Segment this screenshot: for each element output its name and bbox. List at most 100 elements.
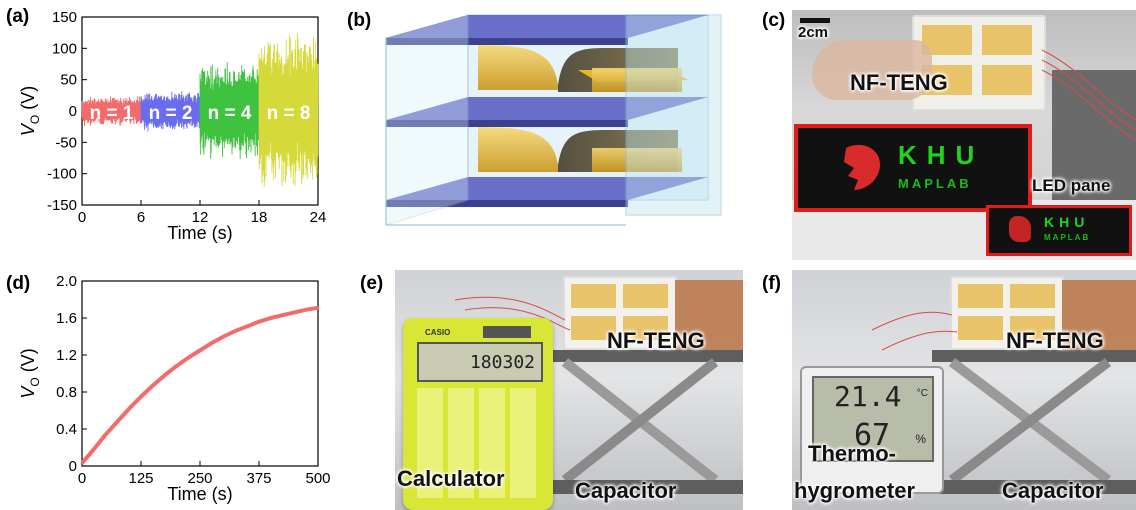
calculator-label: Calculator [397,466,505,491]
data-point [128,407,131,410]
y-axis-label-text: VO (V) [18,86,42,136]
lion-logo-icon [844,144,881,190]
scissor-lift [932,350,1136,494]
x-tick-label: 0 [78,470,86,487]
temperature-value: 21.4 [834,380,902,413]
series-name-label: n = 8 [267,103,311,124]
photo-c-led-panel: 2cm NF-TENG KHU MAPLAB KHU MAPLAB LED pa… [792,10,1136,260]
x-tick-label: 500 [305,470,330,487]
data-point [80,462,84,465]
led-panel-label: LED pane [1032,176,1111,195]
y-tick-label: 150 [52,9,77,26]
data-point [257,320,261,323]
thermohygrometer: 21.4 °C 67 % [800,366,944,494]
y-tick-label: 1.6 [56,310,77,327]
data-point [246,325,249,328]
series-line-0 [81,96,142,127]
capacitor-label: Capacitor [575,478,677,503]
y-axis-label-unit: (V) [18,86,38,115]
y-tick-label: 0 [69,458,77,475]
x-axis-label: Time (s) [167,223,232,243]
panel-label-d: (d) [6,273,31,294]
y-axis-label-text: VO (V) [18,348,42,398]
y-axis-label: VO (V) [18,348,42,398]
chart-a-output-voltage: 0 6 12 18 24 150 100 50 0 -50 -100 -150 Time (s) VO (… [18,9,326,243]
series-name-label: n = 4 [208,103,252,124]
scale-bar [800,18,830,23]
series-3: n = 8 [258,33,319,188]
calculator-brand: CASIO [425,328,451,337]
y-tick-label: 1.2 [56,347,77,364]
x-tick-label: 12 [192,209,209,226]
series-1: n = 2 [140,91,201,132]
scissor-lift [545,350,743,494]
panel-label-b: (b) [347,10,372,31]
panel-label-f: (f) [762,273,781,294]
y-tick-label: 2.0 [56,273,77,290]
plate-middle [386,97,708,127]
chart-d-capacitor-charging: 0 125 250 375 500 2.0 1.6 1.2 0.8 0.4 0 Time (s) VO … [18,273,331,504]
plate-bottom [386,177,708,207]
data-point [92,448,96,451]
data-point [139,395,143,398]
panel-label-a: (a) [6,6,30,27]
photo-e-calculator: CASIO 180302 NF-TENG Calculator Capacito… [395,270,743,510]
y-tick-label: 0.8 [56,384,77,401]
calculator: CASIO 180302 [403,318,553,510]
series-line-charging [80,305,319,465]
thermohygrometer-label-line2: hygrometer [794,478,916,503]
data-point [151,384,154,387]
data-point [316,306,320,310]
series-line-2 [199,62,260,160]
led-text-khu: KHU [898,140,985,170]
nf-teng-label: NF-TENG [607,328,705,353]
y-tick-label: 50 [60,72,77,89]
y-axis-label-symbol: V [18,122,38,136]
x-tick-label: 250 [187,470,212,487]
led-text-khu-small: KHU [1044,214,1090,230]
thermohygrometer-label-line1: Thermo- [808,441,896,466]
y-axis-label-unit: (V) [18,348,38,377]
x-tick-label: 125 [128,470,153,487]
thermohygrometer-display: 21.4 °C 67 % [812,376,934,462]
x-tick-label: 375 [246,470,271,487]
temperature-unit: °C [916,388,928,399]
x-tick-label: 0 [78,209,86,226]
data-point [187,356,190,359]
data-point [293,311,296,314]
led-panel-small: KHU MAPLAB [986,205,1132,256]
x-axis-label: Time (s) [167,484,232,504]
data-point [104,433,107,436]
data-point [210,341,213,345]
data-point [305,308,308,311]
capacitor-label: Capacitor [1002,478,1104,503]
data-point [198,349,202,352]
led-text-maplab-small: MAPLAB [1044,233,1091,242]
series-name-label: n = 1 [90,103,134,124]
y-axis-label: VO (V) [18,86,42,136]
y-axis-label-subscript: O [28,377,42,386]
nf-teng-schematic [385,14,722,226]
series-line-3 [258,33,319,188]
y-axis-label-subscript: O [28,115,42,124]
nf-teng-label: NF-TENG [850,70,948,95]
calculator-display-value: 180302 [469,352,535,373]
y-tick-label: 0.4 [56,421,77,438]
data-point [234,329,237,333]
scale-bar-label: 2cm [798,24,829,41]
nf-teng-label: NF-TENG [1006,328,1104,353]
series-line-1 [140,91,201,132]
series-0: n = 1 [81,96,142,127]
y-axis-label-symbol: V [18,385,38,399]
humidity-value: 67 [854,418,891,453]
y-tick-label: -150 [47,197,77,214]
data-point [269,316,272,320]
series-name-label: n = 2 [149,103,193,124]
led-panel-large: KHU MAPLAB [794,124,1032,212]
y-tick-label: -50 [55,134,77,151]
x-tick-label: 6 [137,209,145,226]
data-point [175,364,178,368]
hand [812,40,932,100]
y-tick-label: 0 [69,103,77,120]
photo-f-thermohygrometer: 21.4 °C 67 % NF-TENG Thermo- hygrometer … [792,270,1136,510]
